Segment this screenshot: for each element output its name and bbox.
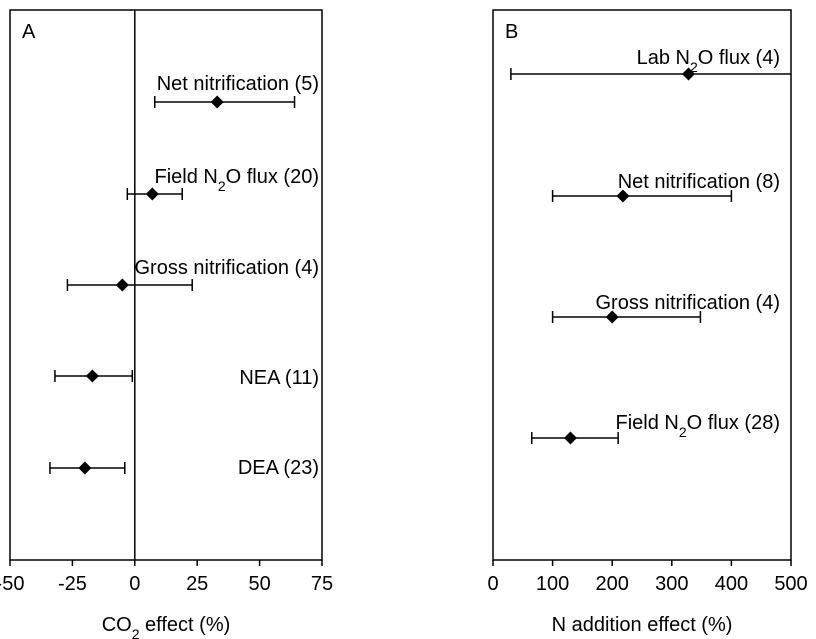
panel-b-x-tick-label: 400 [715, 573, 748, 595]
panel-a-x-axis-label: CO2 effect (%) [102, 614, 231, 639]
panel-b-x-tick-label: 0 [487, 573, 498, 595]
panel-b-point-marker [681, 67, 695, 81]
panel-b-row-label: Field N2O flux (28) [615, 412, 780, 440]
panel-b-x-tick-label: 500 [774, 573, 807, 595]
panel-a-row-label: Field N2O flux (20) [154, 166, 319, 194]
panel-a-label: A [22, 21, 36, 43]
panel-a-x-tick-label: -25 [58, 573, 87, 595]
panel-a-point-marker [78, 461, 92, 475]
panel-a-x-tick-label: 0 [129, 573, 140, 595]
panel-a-row-label: Gross nitrification (4) [135, 257, 320, 279]
panel-a-point-marker [145, 187, 159, 201]
panel-b-frame [492, 9, 792, 561]
panel-b-x-tick-label: 300 [655, 573, 688, 595]
panel-b-label: B [505, 21, 518, 43]
panel-a-row-label: NEA (11) [239, 367, 319, 389]
panel-b-row-label: Gross nitrification (4) [596, 292, 781, 314]
panel-b-point-marker [563, 431, 577, 445]
panel-b-point-marker [605, 310, 619, 324]
panel-b-x-axis-label: N addition effect (%) [552, 614, 733, 636]
panel-a-x-tick-label: 25 [186, 573, 208, 595]
panel-b-row-label: Lab N2O flux (4) [637, 47, 780, 75]
panel-a-x-tick-label: -50 [0, 573, 24, 595]
panel-a-frame [9, 9, 323, 561]
panel-a-point-marker [115, 278, 129, 292]
panel-a-point-marker [210, 95, 224, 109]
panel-a-row-label: DEA (23) [238, 457, 319, 479]
panel-b-point-marker [616, 189, 630, 203]
panel-a-point-marker [85, 369, 99, 383]
panel-a-row-label: Net nitrification (5) [157, 73, 319, 95]
panel-a-x-tick-label: 50 [248, 573, 270, 595]
panel-b-x-tick-label: 100 [536, 573, 569, 595]
panel-b-x-tick-label: 200 [596, 573, 629, 595]
panel-b-row-label: Net nitrification (8) [618, 171, 780, 193]
panel-a-x-tick-label: 75 [311, 573, 333, 595]
